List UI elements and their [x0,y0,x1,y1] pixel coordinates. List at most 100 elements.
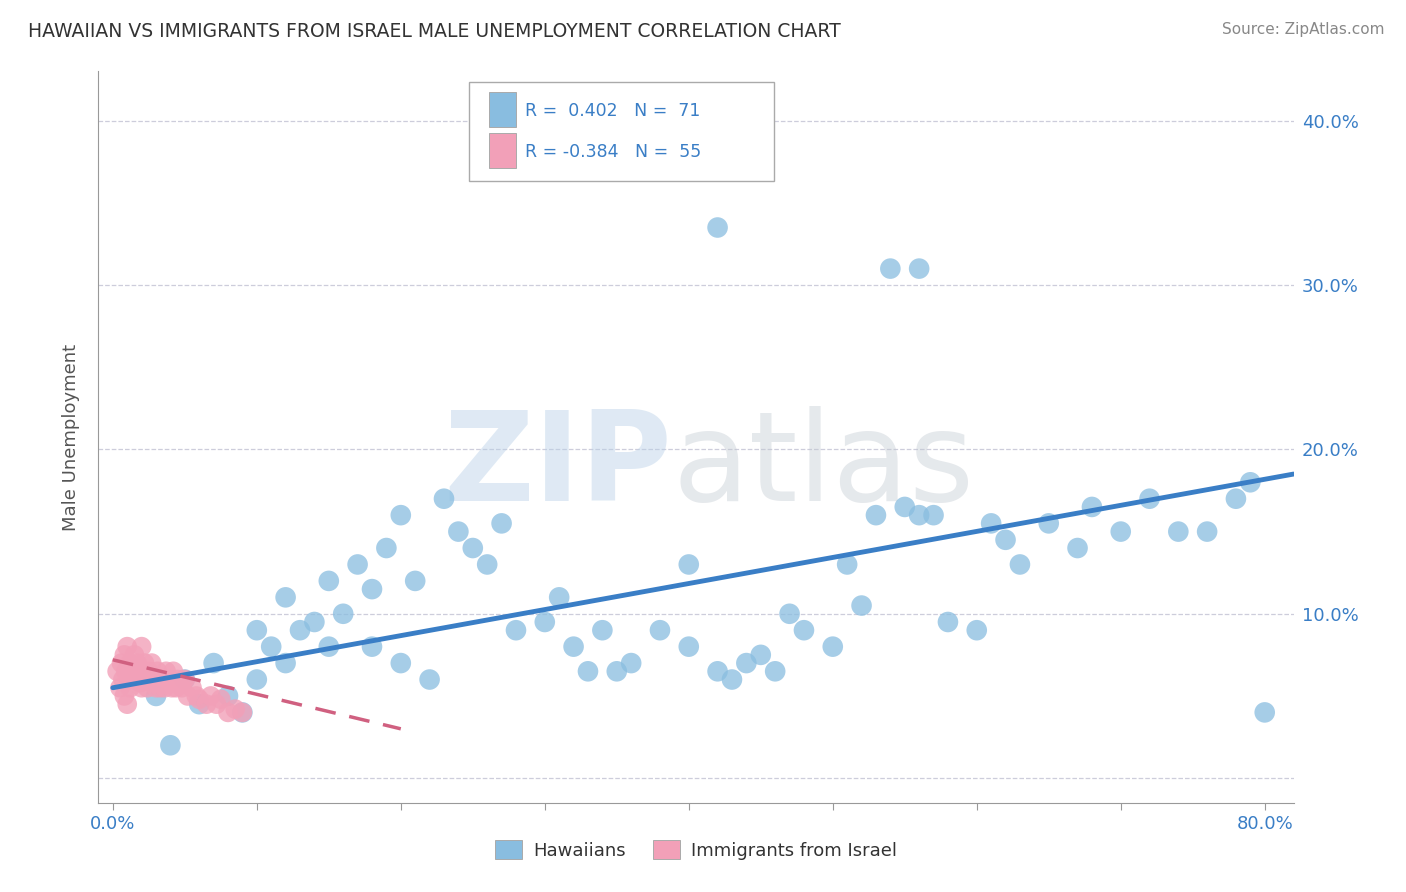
Point [1225,491,1247,506]
Point [173,673,195,687]
Point [304,615,326,629]
Point [132,665,155,679]
Point [122,665,145,679]
Point [332,607,354,621]
Text: ZIP: ZIP [443,406,672,527]
Point [156,675,179,690]
Point [110,656,132,670]
Point [821,640,844,654]
Point [404,574,426,588]
Point [170,681,193,695]
Point [346,558,368,572]
Point [893,500,915,514]
Point [136,681,159,695]
Point [936,615,959,629]
FancyBboxPatch shape [470,82,773,181]
FancyBboxPatch shape [489,133,516,169]
Point [908,508,931,523]
Point [274,656,297,670]
Point [361,582,384,596]
Point [706,220,728,235]
Point [678,558,700,572]
Point [125,673,148,687]
Point [112,689,135,703]
Point [779,607,801,621]
Point [389,656,412,670]
Point [1109,524,1132,539]
Point [620,656,643,670]
Point [217,706,239,720]
Point [188,697,211,711]
Point [124,648,146,662]
Point [108,681,131,695]
Point [980,516,1002,531]
Point [128,665,150,679]
Point [188,692,211,706]
Point [202,656,225,670]
Point [491,516,513,531]
Point [288,624,311,638]
Point [165,681,187,695]
Point [274,591,297,605]
Text: R = -0.384   N =  55: R = -0.384 N = 55 [524,143,702,161]
Point [162,665,184,679]
Point [166,673,188,687]
Point [1081,500,1104,514]
Point [141,656,163,670]
Point [606,665,628,679]
Point [111,673,134,687]
Point [922,508,945,523]
Legend: Hawaiians, Immigrants from Israel: Hawaiians, Immigrants from Israel [488,833,904,867]
FancyBboxPatch shape [489,92,516,128]
Point [176,689,198,703]
Point [159,739,181,753]
Point [142,675,165,690]
Point [135,673,157,687]
Point [153,681,176,695]
Point [1038,516,1060,531]
Point [879,261,901,276]
Point [159,673,181,687]
Point [115,640,138,654]
Point [318,574,340,588]
Point [548,591,571,605]
Point [131,681,153,695]
Point [966,624,988,638]
Text: HAWAIIAN VS IMMIGRANTS FROM ISRAEL MALE UNEMPLOYMENT CORRELATION CHART: HAWAIIAN VS IMMIGRANTS FROM ISRAEL MALE … [28,22,841,41]
Point [224,702,246,716]
Point [375,541,398,555]
Point [908,261,931,276]
Point [195,697,218,711]
Point [231,706,253,720]
Point [121,673,143,687]
Point [127,656,149,670]
Point [477,558,499,572]
Point [735,656,758,670]
Point [181,681,204,695]
Point [419,673,441,687]
Point [260,640,283,654]
Point [155,665,177,679]
Point [160,681,183,695]
Text: atlas: atlas [672,406,974,527]
Point [118,673,141,687]
Point [105,665,128,679]
Point [433,491,456,506]
Point [865,508,887,523]
Point [1066,541,1088,555]
Point [246,624,269,638]
Point [505,624,527,638]
Point [148,673,170,687]
Point [205,697,228,711]
Point [114,665,136,679]
Point [145,681,167,695]
Point [186,689,208,703]
Point [246,673,269,687]
Point [706,665,728,679]
Point [591,624,613,638]
Point [1167,524,1189,539]
Point [149,681,172,695]
Point [120,656,142,670]
Point [562,640,585,654]
Point [1254,706,1277,720]
